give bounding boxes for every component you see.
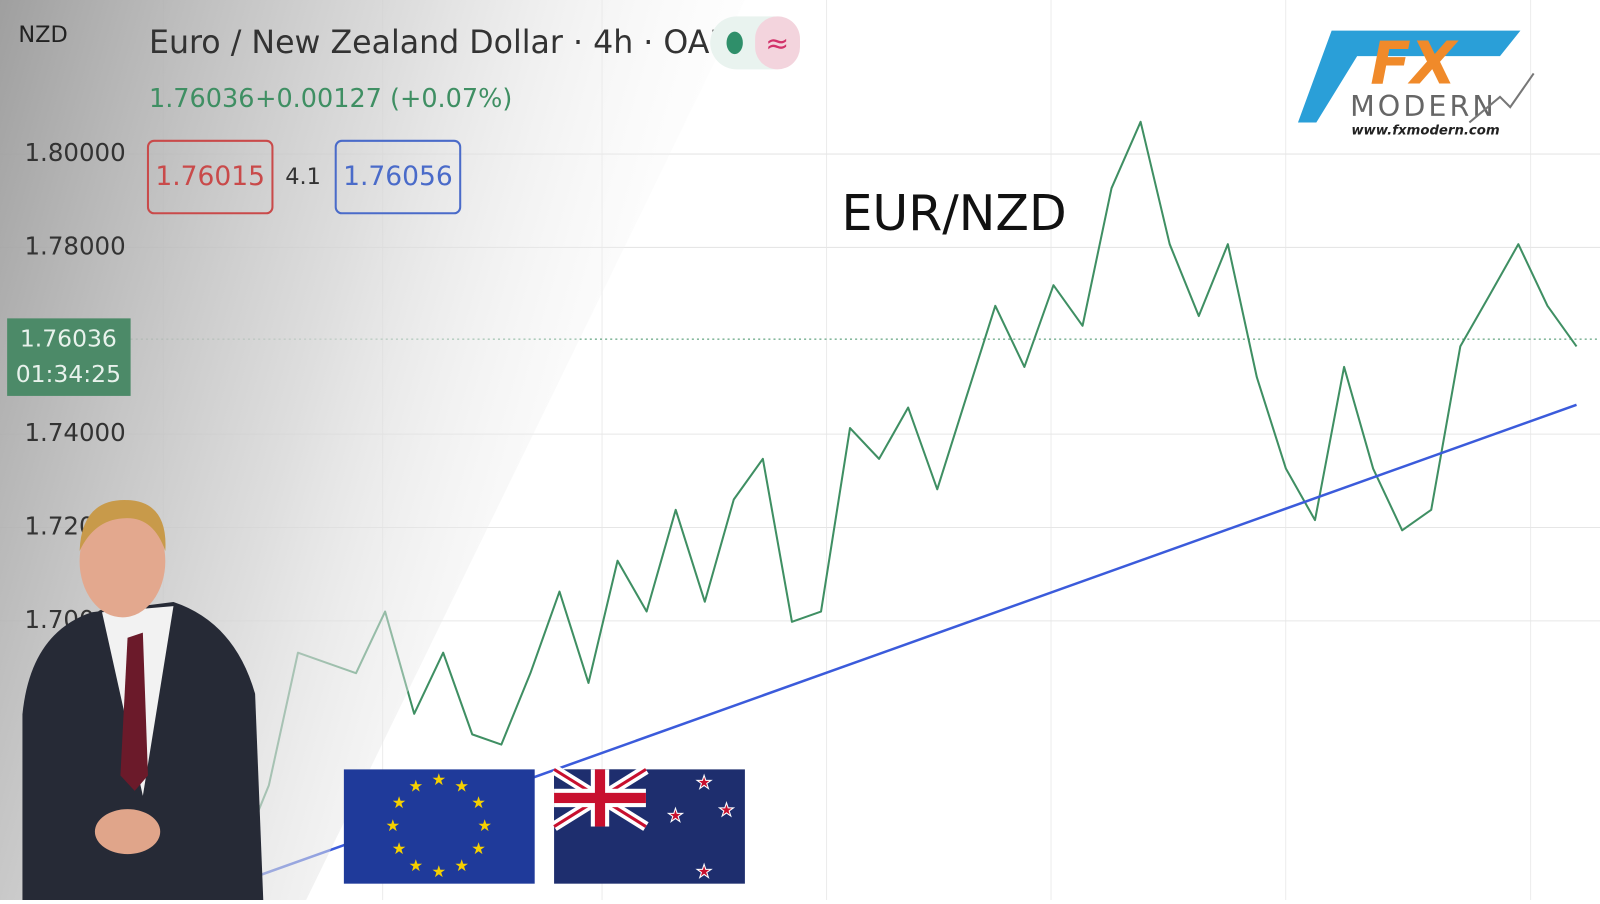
tie <box>120 632 148 791</box>
last-price-box <box>7 318 131 396</box>
eu-flag: ★★★★★★★★★ ★ ★★ <box>343 769 535 884</box>
indicator-icon <box>726 31 743 55</box>
logo-name: MODERN <box>1350 89 1497 123</box>
eu-flag-field <box>343 769 535 884</box>
nz-flag: ★ ★ ★ ★ <box>551 765 745 884</box>
eu-star: ★ <box>471 793 486 812</box>
instrument-title: Euro / New Zealand Dollar · 4h · OANDA <box>149 25 779 61</box>
price: 1.76036 <box>149 84 254 114</box>
eu-star: ★ <box>454 776 469 795</box>
last-price-label: 1.76036 <box>20 324 117 352</box>
nz-star: ★ <box>696 861 712 882</box>
sell-button[interactable] <box>146 139 274 215</box>
logo-brand: FX <box>1370 28 1459 97</box>
nz-star: ★ <box>667 805 683 826</box>
indicator-icon: ≈ <box>765 26 789 60</box>
eu-star: ★ <box>454 856 469 875</box>
eu-star: ★ <box>431 770 446 789</box>
photo <box>22 500 264 900</box>
eu-star: ★ <box>392 839 407 858</box>
price-change: +0.00127 (+0.07%) <box>255 84 512 114</box>
indicator-pill-right[interactable] <box>755 16 800 70</box>
y-tick-label: 1.80000 <box>24 138 125 167</box>
hands <box>94 809 161 855</box>
buy-button[interactable] <box>334 139 462 215</box>
nz-star: ★ <box>696 773 712 794</box>
face <box>79 505 166 618</box>
logo-shape <box>1297 30 1521 123</box>
spread: 4.1 <box>285 164 321 190</box>
ask-price: 1.76056 <box>343 161 453 192</box>
countdown: 01:34:25 <box>16 360 121 388</box>
logo-url: www.fxmodern.com <box>1351 124 1500 139</box>
eu-star: ★ <box>471 839 486 858</box>
chart-title: EUR/NZD <box>841 185 1066 242</box>
y-tick-label: 1.78000 <box>24 231 125 260</box>
price-line <box>238 120 1578 858</box>
bid-price: 1.76015 <box>155 161 265 192</box>
eu-star: ★ <box>477 816 492 835</box>
eu-star: ★ <box>392 793 407 812</box>
symbol[interactable]: NZD <box>18 22 67 48</box>
logo: FX MODERN www.fxmodern.com <box>1297 28 1535 139</box>
hair <box>79 500 166 552</box>
nz-star: ★ <box>718 800 734 821</box>
eu-star: ★ <box>409 776 424 795</box>
eu-star: ★ <box>386 816 401 835</box>
eu-star: ★ <box>409 856 424 875</box>
eu-star: ★ <box>431 862 446 881</box>
logo-arrow <box>1468 72 1535 124</box>
y-tick-label: 1.74000 <box>24 418 125 447</box>
